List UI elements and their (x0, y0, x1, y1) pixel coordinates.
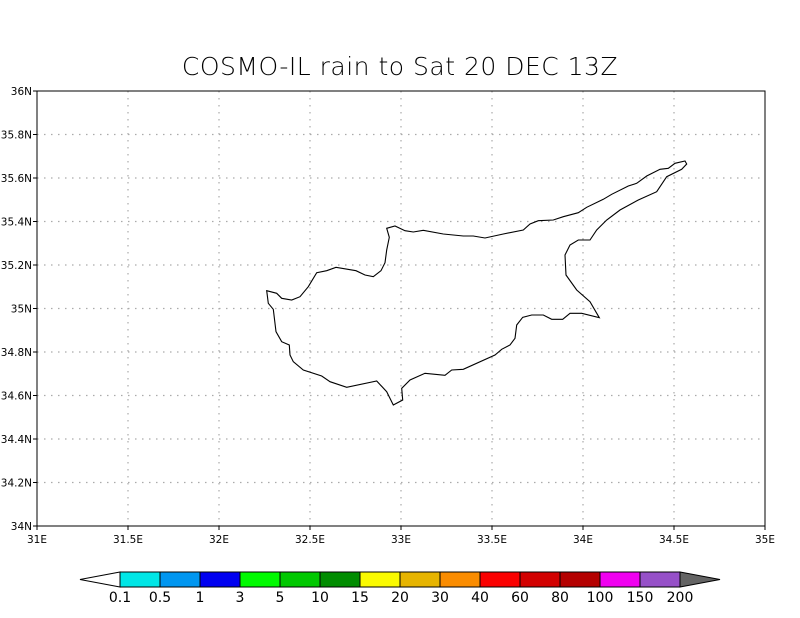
map-title: COSMO-IL rain to Sat 20 DEC 13Z (181, 52, 619, 81)
colorbar-over-triangle (679, 571, 721, 588)
lat-tick-label: 34.4N (1, 434, 32, 446)
lat-tick-label: 35.6N (1, 173, 32, 185)
lon-tick-label: 33.5E (477, 534, 507, 546)
colorbar-box (479, 571, 521, 588)
colorbar-box (599, 571, 641, 588)
colorbar-box (119, 571, 161, 588)
lat-tick-label: 34.2N (1, 478, 32, 490)
lat-tick-label: 35N (11, 304, 32, 316)
colorbar-label: 80 (551, 590, 569, 606)
colorbar-label: 60 (511, 590, 529, 606)
colorbar-box (439, 571, 481, 588)
lat-tick-label: 35.4N (1, 217, 32, 229)
lon-tick-label: 31E (27, 534, 47, 546)
colorbar-box (639, 571, 681, 588)
lat-tick-label: 35.2N (1, 260, 32, 272)
colorbar-box (319, 571, 361, 588)
colorbar-box (279, 571, 321, 588)
lat-tick-label: 34.8N (1, 347, 32, 359)
lon-tick-label: 31.5E (113, 534, 143, 546)
lat-tick-label: 34N (11, 521, 32, 533)
colorbar-label: 100 (587, 590, 614, 606)
colorbar-box (199, 571, 241, 588)
colorbar-under-triangle (79, 571, 121, 588)
colorbar-label: 5 (276, 590, 285, 606)
lon-tick-label: 35E (755, 534, 775, 546)
colorbar-label: 150 (627, 590, 654, 606)
lon-tick-label: 34.5E (659, 534, 689, 546)
lon-tick-label: 32.5E (295, 534, 325, 546)
colorbar-label: 40 (471, 590, 489, 606)
cyprus-coastline (266, 160, 688, 406)
colorbar-label: 30 (431, 590, 449, 606)
lat-tick-label: 34.6N (1, 391, 32, 403)
colorbar-label: 200 (667, 590, 694, 606)
colorbar-label: 3 (236, 590, 245, 606)
colorbar-label: 20 (391, 590, 409, 606)
colorbar-label: 10 (311, 590, 329, 606)
colorbar-box (559, 571, 601, 588)
colorbar-box (399, 571, 441, 588)
colorbar-box (239, 571, 281, 588)
colorbar-box (159, 571, 201, 588)
colorbar-box (359, 571, 401, 588)
colorbar-box (519, 571, 561, 588)
plot-frame (36, 90, 766, 527)
lon-tick-label: 33E (391, 534, 411, 546)
colorbar-label: 0.1 (109, 590, 131, 606)
lat-tick-label: 36N (11, 86, 32, 98)
colorbar-label: 0.5 (149, 590, 171, 606)
lon-tick-label: 34E (573, 534, 593, 546)
colorbar-label: 1 (196, 590, 205, 606)
lat-tick-label: 35.8N (1, 130, 32, 142)
colorbar-label: 15 (351, 590, 369, 606)
lon-tick-label: 32E (209, 534, 229, 546)
